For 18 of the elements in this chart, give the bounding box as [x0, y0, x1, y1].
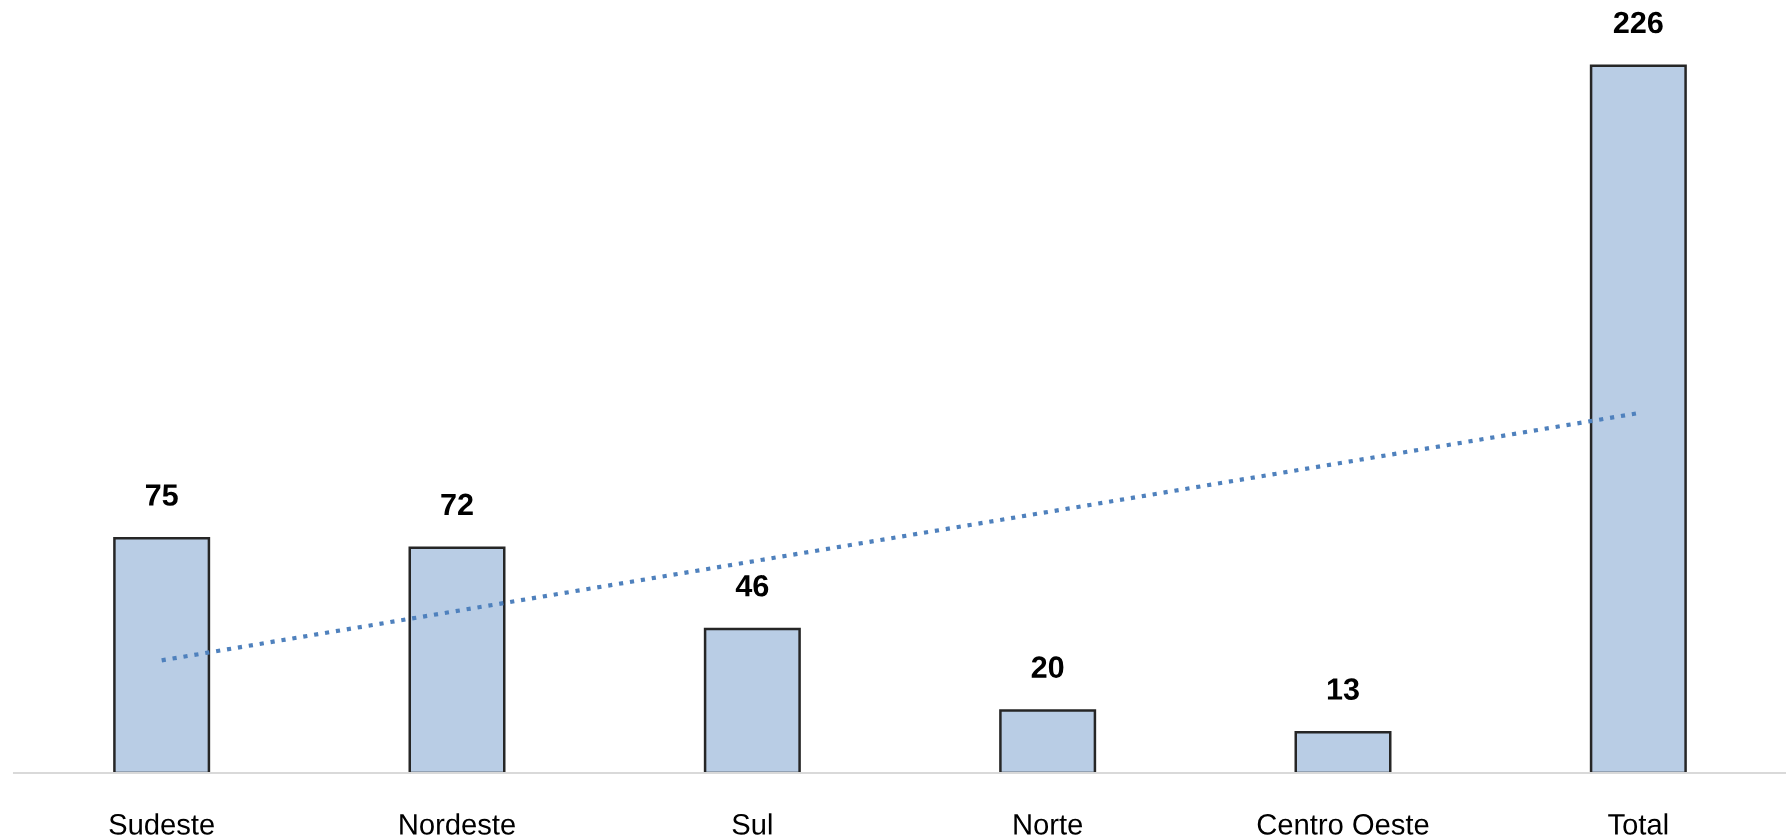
x-tick-label: Centro Oeste: [1257, 814, 1429, 835]
data-label: 75: [145, 484, 178, 506]
bar: [1294, 731, 1392, 773]
bar: [703, 627, 801, 773]
x-tick-label: Sul: [732, 813, 772, 835]
bar: [408, 546, 506, 773]
bar: [113, 537, 211, 773]
x-tick-label: Sudeste: [109, 813, 214, 835]
x-tick-label: Norte: [1014, 814, 1083, 835]
x-tick-label: Nordeste: [400, 813, 515, 835]
data-label: 20: [1031, 656, 1064, 678]
x-tick-label: Total: [1608, 813, 1668, 835]
data-label: 46: [735, 574, 769, 597]
data-label: 226: [1613, 11, 1663, 34]
data-label: 72: [441, 493, 473, 515]
bar: [999, 709, 1097, 773]
bar: [1589, 64, 1687, 773]
data-label: 13: [1327, 678, 1359, 700]
